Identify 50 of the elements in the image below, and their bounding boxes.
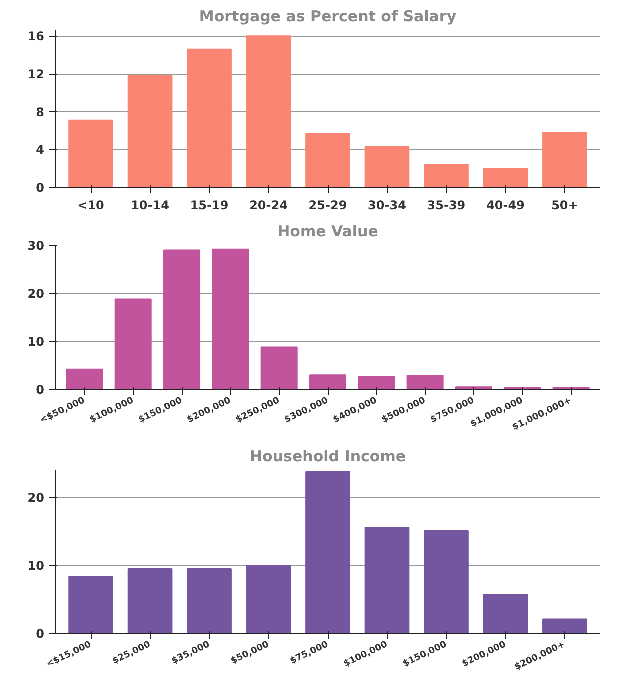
x-tick-label: 30-34 bbox=[368, 198, 406, 212]
x-tick-label: 20-24 bbox=[250, 198, 288, 212]
x-tick-label: 15-19 bbox=[190, 198, 229, 212]
bar bbox=[68, 120, 114, 188]
chart-title: Mortgage as Percent of Salary bbox=[199, 8, 457, 26]
bar bbox=[246, 565, 292, 634]
bar bbox=[246, 36, 292, 188]
y-tick-label: 20 bbox=[28, 491, 45, 506]
bar bbox=[306, 471, 350, 634]
bar bbox=[164, 250, 201, 390]
bar bbox=[187, 48, 232, 188]
bar bbox=[364, 527, 410, 634]
bar bbox=[128, 75, 173, 188]
chart-title: Household Income bbox=[250, 448, 406, 466]
bar bbox=[424, 164, 469, 188]
bar bbox=[66, 368, 104, 390]
bar bbox=[212, 248, 250, 390]
bar bbox=[406, 375, 444, 390]
chart-title: Home Value bbox=[278, 222, 378, 240]
bar bbox=[542, 132, 588, 188]
y-tick-label: 4 bbox=[36, 143, 45, 158]
bar bbox=[483, 594, 528, 634]
x-tick-label: <10 bbox=[78, 198, 104, 212]
y-tick-label: 0 bbox=[36, 181, 45, 195]
y-tick-label: 20 bbox=[28, 287, 45, 301]
bar bbox=[114, 298, 152, 390]
bar bbox=[68, 576, 114, 634]
bar bbox=[187, 568, 232, 634]
y-tick-label: 12 bbox=[28, 68, 45, 82]
bar bbox=[364, 146, 410, 188]
y-tick-label: 10 bbox=[28, 335, 45, 349]
x-tick-label: 35-39 bbox=[427, 198, 466, 212]
bar bbox=[128, 568, 173, 634]
y-tick-label: 8 bbox=[36, 105, 45, 120]
y-tick-label: 0 bbox=[36, 627, 45, 641]
bar bbox=[309, 374, 347, 390]
bar bbox=[260, 346, 298, 390]
x-tick-label: 10-14 bbox=[131, 198, 170, 212]
y-tick-label: 10 bbox=[28, 559, 45, 574]
y-tick-label: 30 bbox=[28, 239, 45, 253]
y-tick-label: 16 bbox=[28, 30, 45, 44]
y-tick-label: 0 bbox=[36, 383, 45, 397]
x-tick-label: 50+ bbox=[552, 198, 578, 212]
x-tick-label: 25-29 bbox=[308, 198, 348, 212]
bar bbox=[424, 530, 469, 634]
bar bbox=[358, 376, 396, 390]
bar bbox=[306, 133, 350, 188]
bar bbox=[542, 618, 588, 634]
bar bbox=[483, 168, 528, 188]
x-tick-label: 40-49 bbox=[486, 198, 525, 212]
